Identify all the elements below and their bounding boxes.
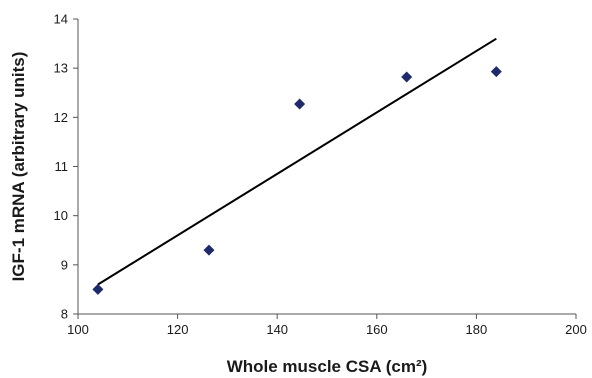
- x-tick-label: 100: [67, 322, 89, 337]
- x-tick-label: 160: [366, 322, 388, 337]
- y-axis-title: IGF-1 mRNA (arbitrary units): [9, 52, 28, 282]
- y-tick-label: 11: [55, 159, 69, 174]
- y-tick-label: 9: [61, 257, 68, 272]
- data-point: [92, 283, 104, 295]
- data-point: [401, 71, 413, 83]
- data-points: [92, 66, 502, 295]
- x-tick-label: 140: [266, 322, 288, 337]
- y-tick-label: 10: [54, 208, 68, 223]
- x-axis-title: Whole muscle CSA (cm²): [227, 357, 428, 376]
- x-tick-label: 200: [565, 322, 587, 337]
- y-tick-label: 14: [54, 12, 68, 27]
- data-point: [294, 98, 306, 110]
- y-tick-label: 13: [54, 61, 68, 76]
- trendline: [97, 37, 497, 286]
- y-tick-label: 12: [54, 110, 68, 125]
- y-axis-ticks: 8 9 10 11 12 13 14: [54, 12, 78, 322]
- data-point: [203, 244, 215, 256]
- data-point: [490, 66, 502, 78]
- x-tick-label: 120: [167, 322, 189, 337]
- x-tick-label: 180: [466, 322, 488, 337]
- axes: [77, 19, 576, 315]
- x-axis-ticks: 100 120 140 160 180 200: [67, 314, 587, 337]
- y-tick-label: 8: [61, 307, 68, 322]
